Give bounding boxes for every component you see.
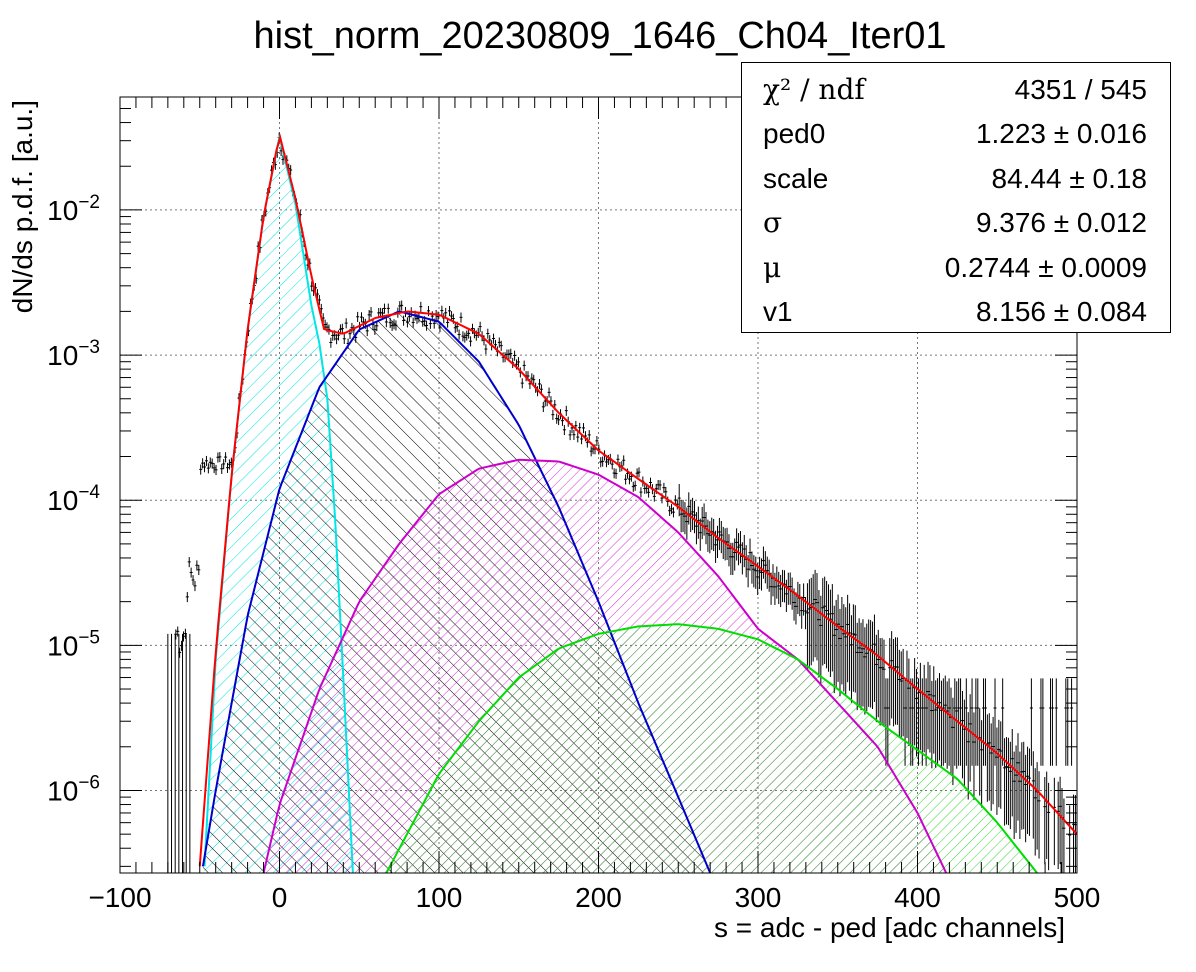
fit-curves	[198, 133, 1077, 873]
stat-value: 1.223 ± 0.016	[975, 118, 1147, 149]
x-tick-label: 300	[735, 882, 782, 913]
stat-name: scale	[763, 163, 829, 194]
third-pe-component-fill	[386, 624, 1038, 873]
x-tick-label: 0	[272, 882, 288, 913]
stat-value: 9.376 ± 0.012	[975, 207, 1147, 238]
chart-title: hist_norm_20230809_1646_Ch04_Iter01	[254, 15, 947, 57]
stat-row-ped0: ped0 1.223 ± 0.016	[742, 111, 1170, 156]
y-tick-label: 10−2	[47, 192, 100, 226]
stat-name: σ	[763, 206, 783, 239]
third-pe-component-curve	[385, 623, 1038, 873]
total-fit-curve	[198, 133, 1077, 867]
stat-row-mu: μ 0.2744 ± 0.0009	[742, 245, 1170, 290]
y-tick-label: 10−5	[47, 627, 100, 661]
fit-stats-box: χ² / ndf 4351 / 545 ped0 1.223 ± 0.016 s…	[741, 62, 1171, 333]
stat-row-chi2: χ² / ndf 4351 / 545	[742, 67, 1170, 112]
x-tick-label: −100	[88, 882, 151, 913]
x-axis-label: s = adc - ped [adc channels]	[714, 912, 1065, 943]
stat-row-scale: scale 84.44 ± 0.18	[742, 156, 1170, 201]
x-tick-label: 500	[1054, 882, 1101, 913]
stat-value: 84.44 ± 0.18	[991, 163, 1148, 194]
x-tick-label: 100	[416, 882, 463, 913]
y-tick-label: 10−6	[47, 772, 100, 806]
second-pe-component-curve	[262, 458, 948, 873]
stat-value: 4351 / 545	[1014, 74, 1147, 105]
first-pe-component-curve	[201, 310, 774, 873]
stat-row-sigma: σ 9.376 ± 0.012	[742, 200, 1170, 245]
x-tick-label: 400	[894, 882, 941, 913]
stat-value: 8.156 ± 0.084	[975, 296, 1147, 327]
stat-name: v1	[763, 296, 793, 327]
y-axis-label: dN/ds p.d.f. [a.u.]	[7, 100, 38, 313]
stat-name: χ² / ndf	[763, 73, 865, 106]
y-tick-label: 10−4	[47, 482, 100, 516]
axis-tick-labels: −100 0 100 200 300 400 500 10−6 10−5 10−4 10−3 10−2	[47, 192, 1100, 913]
x-tick-label: 200	[575, 882, 622, 913]
y-tick-label: 10−3	[47, 337, 100, 371]
stat-row-v1: v1 8.156 ± 0.084	[742, 289, 1170, 334]
stat-value: 0.2744 ± 0.0009	[944, 252, 1147, 283]
stat-name: ped0	[763, 118, 826, 149]
stat-name: μ	[763, 251, 782, 284]
